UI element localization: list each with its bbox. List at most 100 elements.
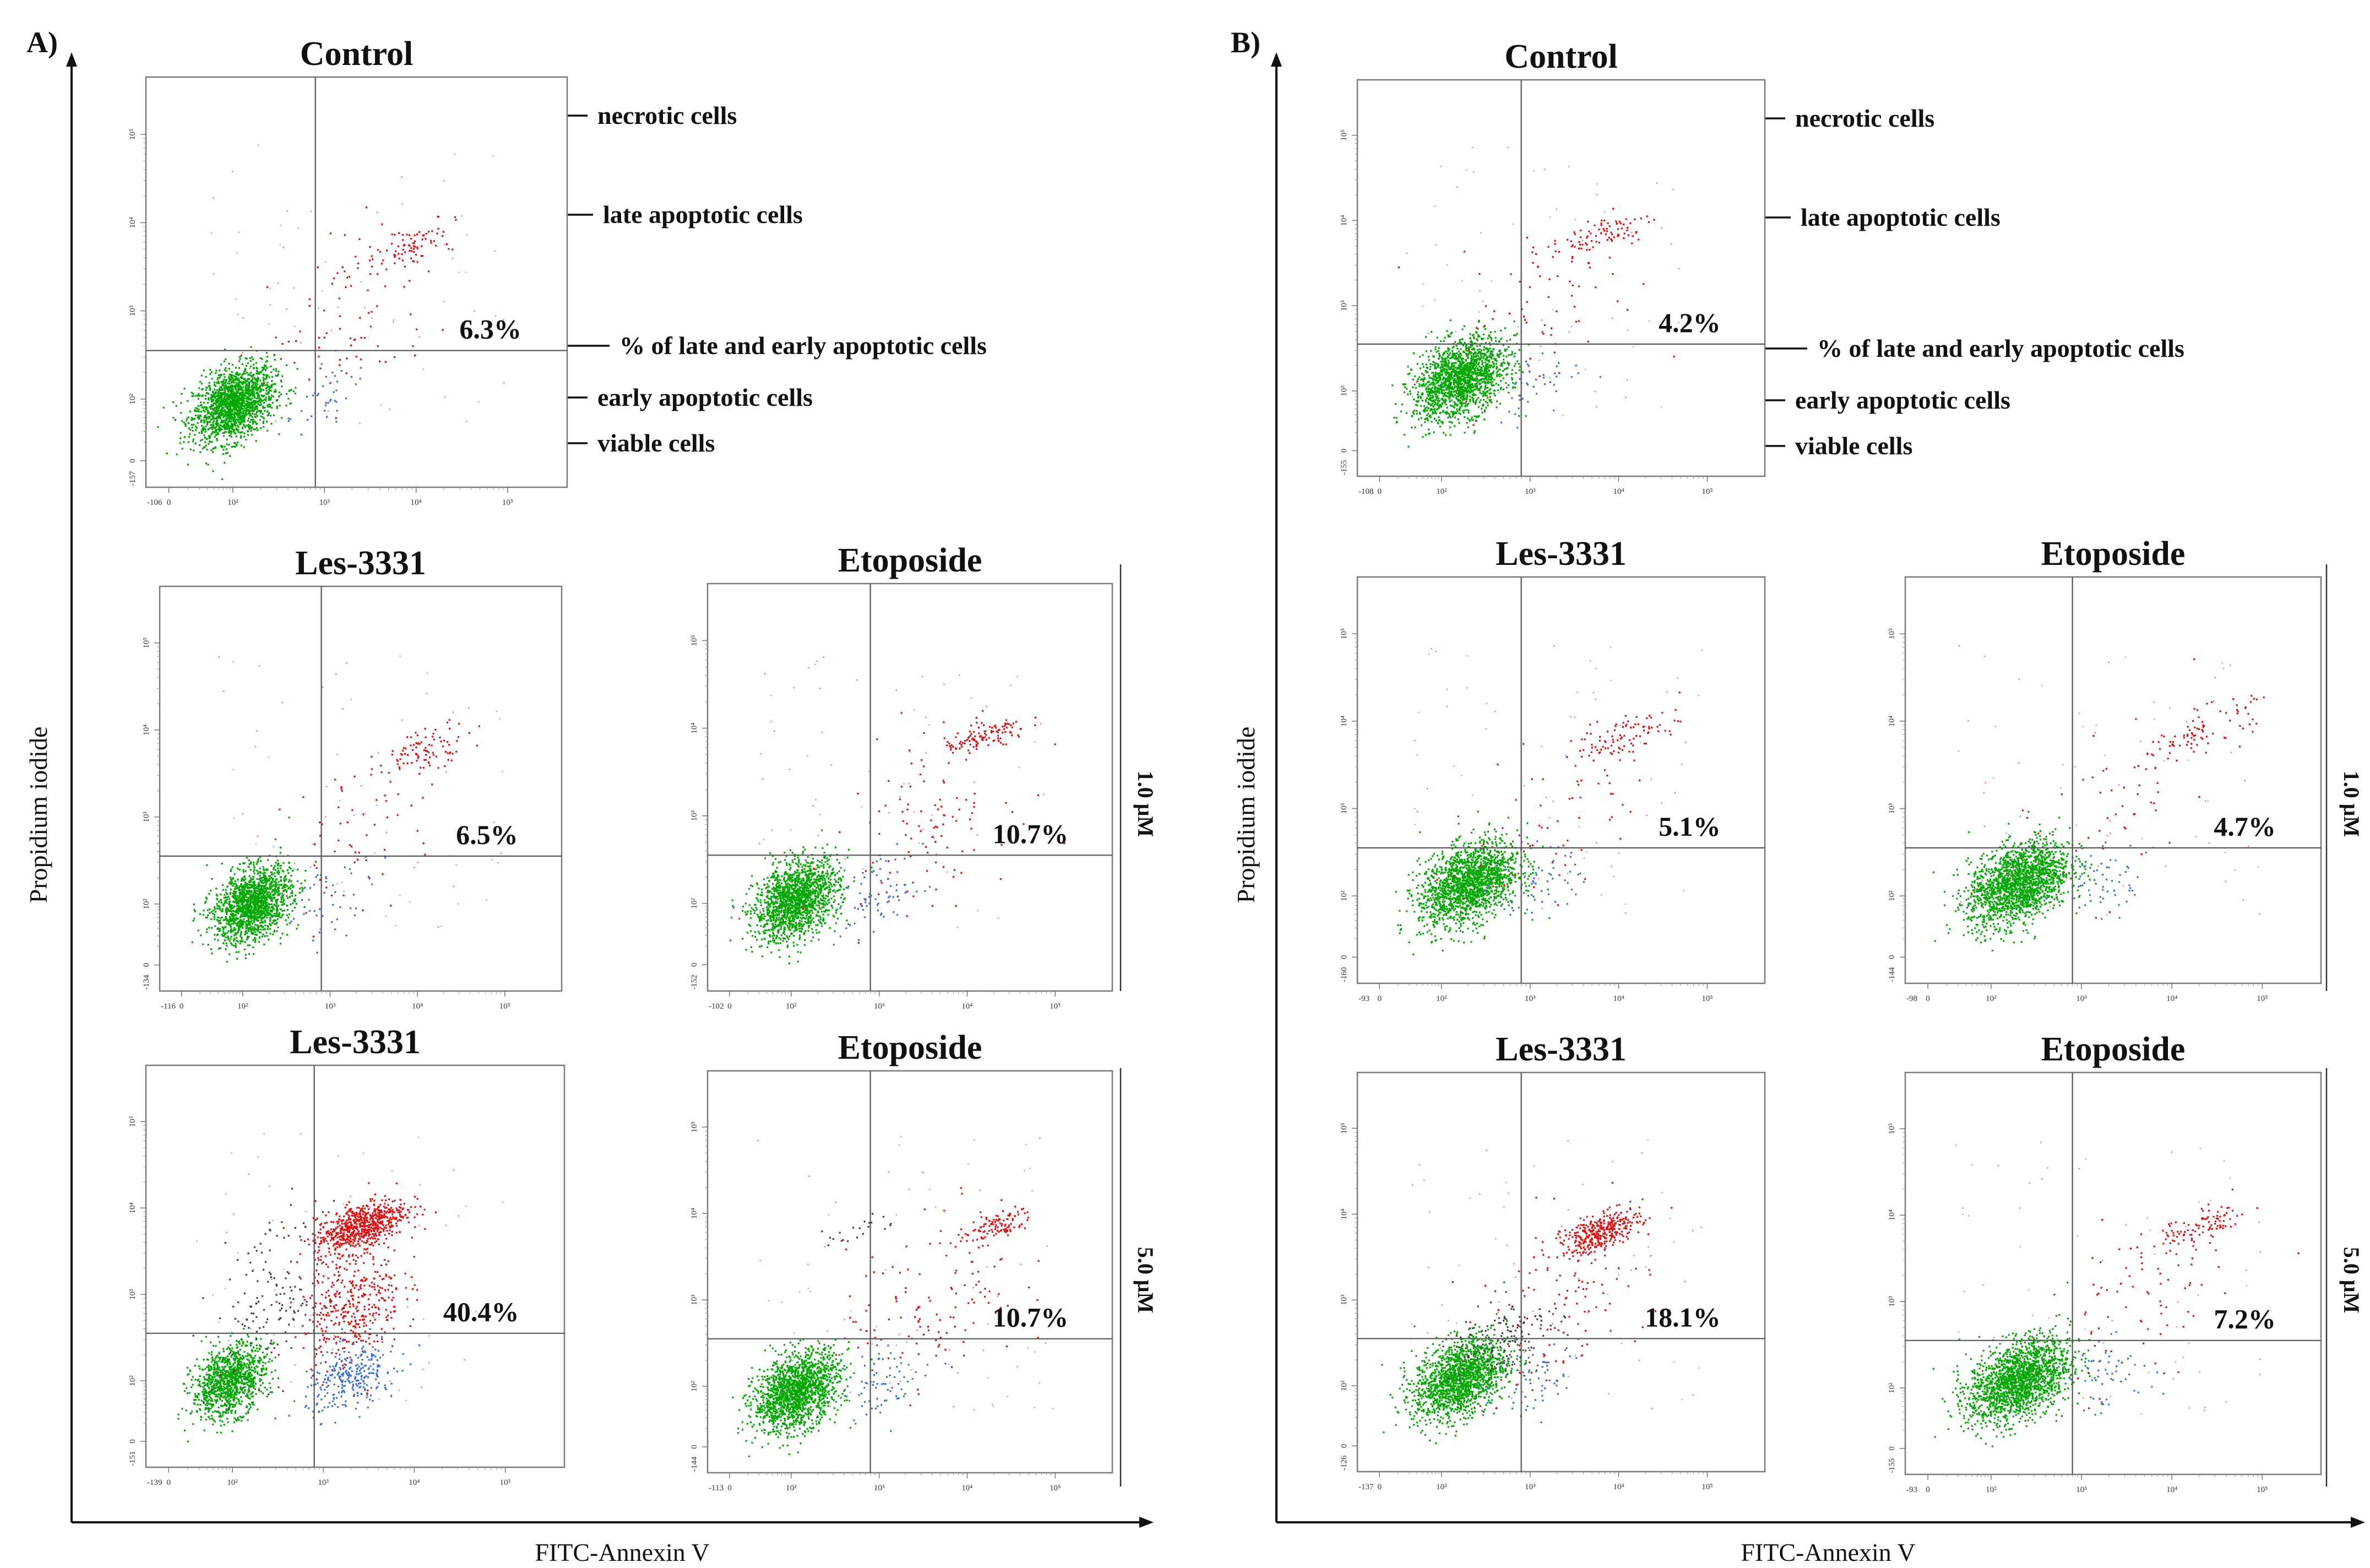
event-point [334, 928, 336, 930]
event-point [784, 859, 786, 861]
event-point [461, 215, 463, 217]
event-point [237, 917, 239, 919]
event-point [393, 256, 396, 258]
event-point [330, 921, 333, 923]
event-point [773, 915, 775, 917]
event-point [325, 886, 328, 889]
event-point [379, 360, 381, 362]
event-point [215, 369, 218, 372]
event-point [240, 431, 242, 433]
event-point [213, 409, 215, 411]
event-point [776, 895, 779, 897]
event-point [448, 719, 450, 721]
event-point [223, 360, 225, 362]
event-point [235, 427, 237, 429]
event-point [218, 399, 220, 401]
event-point [235, 382, 237, 384]
event-point [496, 711, 498, 712]
event-point [337, 307, 339, 308]
event-point [267, 896, 269, 898]
event-point [265, 390, 268, 392]
event-point [275, 901, 278, 903]
event-point [261, 369, 264, 372]
event-point [840, 905, 842, 907]
event-point [242, 901, 244, 903]
event-point [247, 898, 249, 900]
event-point [391, 243, 393, 245]
event-point [818, 907, 820, 909]
event-point [287, 398, 290, 400]
event-point [229, 417, 231, 419]
event-point [207, 412, 209, 415]
event-point [262, 916, 264, 918]
event-point [251, 409, 253, 411]
event-point [265, 377, 268, 379]
event-point [248, 887, 251, 889]
event-point [239, 922, 241, 924]
event-point [231, 944, 233, 946]
event-point [241, 401, 243, 403]
event-point [802, 851, 805, 853]
event-point [262, 395, 265, 398]
event-point [775, 901, 777, 903]
event-point [277, 282, 279, 284]
event-point [252, 363, 255, 366]
event-point [769, 906, 771, 908]
event-point [260, 885, 262, 887]
event-point [436, 232, 438, 235]
event-point [218, 380, 220, 383]
event-point [798, 937, 801, 939]
event-point [817, 924, 819, 926]
event-point [818, 939, 820, 941]
event-point [239, 907, 241, 909]
event-point [320, 363, 323, 365]
event-point [260, 898, 263, 900]
event-point [260, 881, 263, 884]
event-point [231, 398, 233, 400]
event-point [401, 176, 403, 178]
event-point [188, 435, 190, 438]
event-point [778, 923, 780, 925]
event-point [239, 358, 241, 360]
event-point [248, 935, 250, 938]
event-point [420, 766, 422, 769]
event-point [396, 763, 399, 765]
event-point [342, 708, 344, 710]
cluster-early-apoptotic [270, 363, 362, 436]
event-point [264, 887, 267, 889]
event-point [260, 897, 262, 899]
event-point [183, 421, 185, 423]
event-point [355, 355, 357, 358]
event-point [232, 377, 234, 379]
event-point [222, 406, 225, 409]
event-point [264, 912, 267, 914]
event-point [358, 852, 360, 854]
event-point [224, 395, 226, 398]
event-point [455, 750, 458, 753]
event-point [232, 895, 235, 897]
event-point [204, 415, 206, 417]
event-point [278, 894, 280, 896]
event-point [329, 382, 331, 384]
event-point [208, 443, 210, 445]
event-point [229, 893, 231, 895]
event-point [247, 887, 249, 889]
event-point [764, 857, 767, 859]
event-point [208, 428, 210, 430]
event-point [780, 918, 782, 920]
event-point [237, 386, 240, 389]
cluster-early-apoptotic [290, 856, 386, 954]
event-point [220, 405, 222, 407]
event-point [235, 367, 237, 369]
event-point [225, 367, 227, 369]
event-point [242, 395, 244, 398]
event-point [268, 391, 270, 393]
event-point [265, 894, 268, 896]
event-point [321, 823, 323, 825]
event-point [206, 909, 209, 911]
event-point [410, 313, 412, 315]
event-point [277, 373, 279, 375]
event-point [276, 878, 278, 880]
event-point [246, 885, 248, 888]
